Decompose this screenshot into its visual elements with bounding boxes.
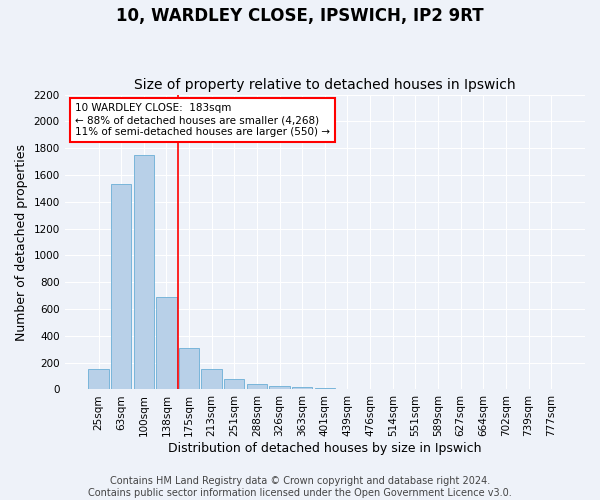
Bar (314, 388, 335, 390)
Text: 10 WARDLEY CLOSE:  183sqm
← 88% of detached houses are smaller (4,268)
11% of se: 10 WARDLEY CLOSE: 183sqm ← 88% of detach… (75, 104, 330, 136)
Bar (247, 384, 267, 390)
Text: Contains HM Land Registry data © Crown copyright and database right 2024.
Contai: Contains HM Land Registry data © Crown c… (88, 476, 512, 498)
Bar (224, 378, 244, 390)
Bar (111, 184, 131, 390)
X-axis label: Distribution of detached houses by size in Ipswich: Distribution of detached houses by size … (168, 442, 482, 455)
Title: Size of property relative to detached houses in Ipswich: Size of property relative to detached ho… (134, 78, 515, 92)
Bar (202, 368, 222, 390)
Bar (179, 348, 199, 390)
Bar (269, 386, 290, 390)
Bar (134, 155, 154, 390)
Bar (88, 368, 109, 390)
Y-axis label: Number of detached properties: Number of detached properties (15, 144, 28, 340)
Bar (156, 297, 176, 390)
Bar (292, 387, 313, 390)
Text: 10, WARDLEY CLOSE, IPSWICH, IP2 9RT: 10, WARDLEY CLOSE, IPSWICH, IP2 9RT (116, 8, 484, 26)
